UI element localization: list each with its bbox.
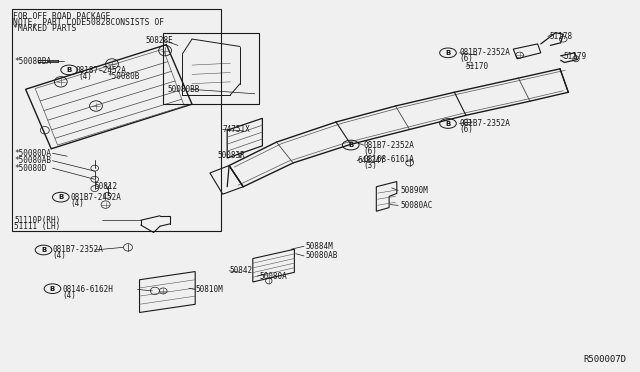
Text: 50080BB: 50080BB bbox=[167, 85, 200, 94]
Text: 51111 (LH): 51111 (LH) bbox=[14, 222, 60, 231]
Text: *50080D: *50080D bbox=[14, 164, 47, 173]
Text: 50890M: 50890M bbox=[400, 186, 428, 195]
Text: (4): (4) bbox=[52, 251, 67, 260]
Text: 50810M: 50810M bbox=[195, 285, 223, 294]
Text: 08146-6162H: 08146-6162H bbox=[63, 285, 113, 294]
Text: 50884M: 50884M bbox=[306, 242, 333, 251]
Text: 50812: 50812 bbox=[95, 182, 118, 191]
Text: B: B bbox=[445, 121, 451, 126]
Text: 50080A: 50080A bbox=[259, 272, 287, 280]
Text: *MARKED PARTS: *MARKED PARTS bbox=[13, 24, 76, 33]
Text: 08168-6161A: 08168-6161A bbox=[364, 155, 414, 164]
Text: (4): (4) bbox=[70, 199, 84, 208]
Text: (6): (6) bbox=[364, 147, 378, 156]
Text: (3): (3) bbox=[364, 161, 378, 170]
Text: B: B bbox=[445, 50, 451, 56]
Text: 51178: 51178 bbox=[549, 32, 572, 41]
Text: 51179: 51179 bbox=[563, 52, 586, 61]
Text: 081B7-2352A: 081B7-2352A bbox=[460, 119, 510, 128]
Text: 08187-2452A: 08187-2452A bbox=[76, 66, 126, 75]
Text: NOTE, PART CODE50828CONSISTS OF: NOTE, PART CODE50828CONSISTS OF bbox=[13, 18, 164, 27]
Text: 081B7-2352A: 081B7-2352A bbox=[364, 141, 414, 150]
Text: (6): (6) bbox=[460, 54, 474, 63]
Text: B: B bbox=[58, 194, 63, 200]
Text: 50080AC: 50080AC bbox=[400, 201, 433, 210]
Text: 74751X: 74751X bbox=[223, 125, 250, 134]
Text: R500007D: R500007D bbox=[583, 355, 626, 364]
Text: (4): (4) bbox=[63, 291, 77, 300]
Text: *50080BA: *50080BA bbox=[15, 57, 52, 66]
Text: 51110P(RH): 51110P(RH) bbox=[14, 216, 60, 225]
Text: *50080B: *50080B bbox=[108, 72, 140, 81]
Text: B: B bbox=[348, 142, 353, 148]
Bar bbox=[12, 9, 221, 231]
Text: B: B bbox=[67, 67, 72, 73]
Text: 50080AB: 50080AB bbox=[306, 251, 339, 260]
Text: 081B7-2352A: 081B7-2352A bbox=[460, 48, 510, 57]
Text: (4): (4) bbox=[79, 72, 93, 81]
Text: *50080DA: *50080DA bbox=[14, 149, 51, 158]
Text: 64824Y: 64824Y bbox=[357, 156, 385, 165]
Text: 51170: 51170 bbox=[466, 62, 489, 71]
Text: 50083R: 50083R bbox=[218, 151, 245, 160]
Text: 50828E: 50828E bbox=[146, 36, 173, 45]
Text: 081B7-2452A: 081B7-2452A bbox=[70, 193, 121, 202]
Text: 50842: 50842 bbox=[229, 266, 252, 275]
Text: B: B bbox=[50, 286, 55, 292]
Text: 081B7-2352A: 081B7-2352A bbox=[52, 246, 103, 254]
Bar bbox=[163, 33, 259, 104]
Text: B: B bbox=[41, 247, 46, 253]
Text: *50080AB: *50080AB bbox=[14, 156, 51, 165]
Text: FOR OFF ROAD PACKAGE: FOR OFF ROAD PACKAGE bbox=[13, 12, 110, 21]
Text: (6): (6) bbox=[460, 125, 474, 134]
